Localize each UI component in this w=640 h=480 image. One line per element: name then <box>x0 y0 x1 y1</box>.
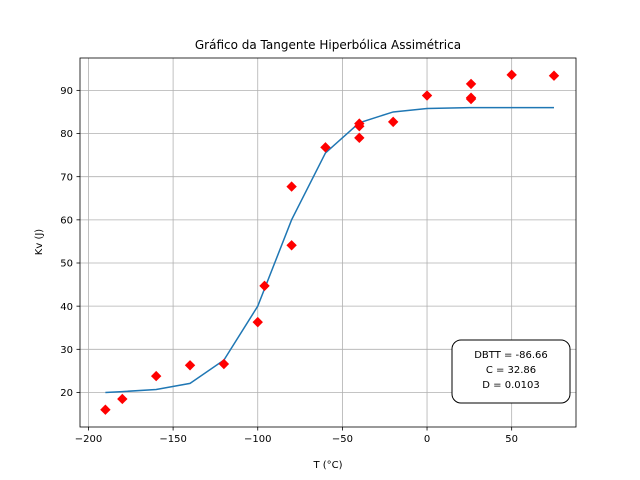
data-point <box>218 358 230 370</box>
data-point <box>184 360 196 371</box>
x-axis-label: T (°C) <box>312 460 342 471</box>
x-tick-label: −200 <box>75 434 102 445</box>
c-value: C = 32.86 <box>486 365 536 376</box>
data-point <box>548 70 560 81</box>
y-tick-label: 20 <box>60 388 73 399</box>
fit-parameters-box: DBTT = -86.66 C = 32.86 D = 0.0103 <box>451 339 571 404</box>
y-tick-label: 90 <box>60 86 73 97</box>
x-tick-label: −50 <box>332 434 353 445</box>
y-axis-ticks: 20 30 40 50 60 70 80 90 <box>60 86 80 399</box>
data-point <box>150 370 162 382</box>
data-point <box>354 120 365 132</box>
data-point <box>286 240 297 251</box>
plot-frame <box>79 57 577 428</box>
fit-curve-layer <box>105 106 554 394</box>
x-tick-label: −100 <box>244 434 271 445</box>
data-points-layer <box>100 69 560 415</box>
data-point <box>320 142 331 153</box>
grid <box>80 58 576 427</box>
data-point <box>100 404 111 415</box>
x-axis-ticks: −200 −150 −100 −50 0 50 <box>75 427 518 445</box>
d-value: D = 0.0103 <box>482 380 539 391</box>
y-tick-label: 60 <box>60 215 73 226</box>
chart-title: Gráfico da Tangente Hiperbólica Assimétr… <box>195 38 461 52</box>
fit-curve-line <box>105 106 554 394</box>
y-tick-label: 30 <box>60 345 73 356</box>
x-tick-label: −150 <box>159 434 186 445</box>
data-point <box>259 280 270 292</box>
data-point <box>506 69 517 81</box>
dbtt-value: DBTT = -86.66 <box>474 350 548 361</box>
fit-parameters-frame <box>451 339 571 404</box>
data-point <box>387 116 399 128</box>
data-point <box>354 132 365 144</box>
y-tick-label: 40 <box>60 302 73 313</box>
y-tick-label: 70 <box>60 172 73 183</box>
y-axis-label: Kv (J) <box>34 229 45 256</box>
data-point <box>465 92 477 103</box>
data-point <box>421 90 433 101</box>
data-point <box>286 181 297 192</box>
y-tick-label: 50 <box>60 259 73 270</box>
x-tick-label: 50 <box>505 434 518 445</box>
data-point <box>252 316 263 328</box>
y-tick-label: 80 <box>60 129 73 140</box>
data-point <box>465 78 477 90</box>
data-point <box>117 393 128 405</box>
x-tick-label: 0 <box>424 434 430 445</box>
